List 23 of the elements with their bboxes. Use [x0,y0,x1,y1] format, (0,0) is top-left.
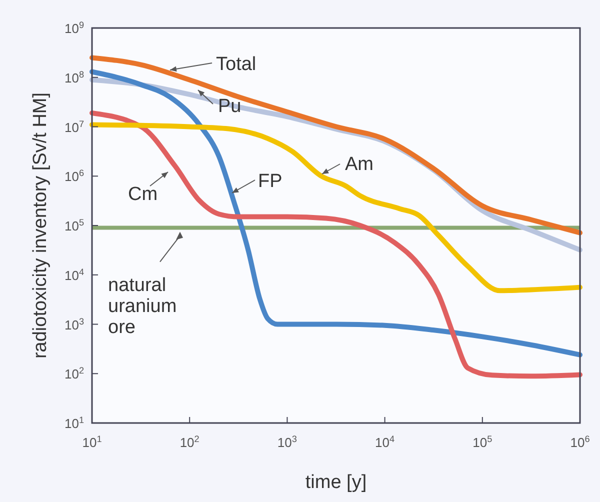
x-tick-label: 10$^{4}$ [375,434,395,450]
y-tick-label: 10$^{7}$ [64,118,84,135]
x-tick-label: 10$^{2}$ [180,434,200,450]
x-tick-label: 10$^{6}$ [570,434,590,450]
y-tick-label: 10$^{2}$ [64,366,84,382]
y-axis-title: radiotoxicity inventory [Sv/t HM] [30,92,51,359]
series-label: Am [345,154,374,175]
series-label: Pu [218,96,242,117]
ref-line-label: natural uranium ore [108,274,177,338]
x-tick-label: 10$^{1}$ [82,434,102,450]
x-tick-label: 10$^{3}$ [277,434,297,450]
y-tick-label: 10$^{8}$ [64,69,84,86]
y-tick-label: 10$^{3}$ [64,316,84,332]
y-tick-label: 10$^{4}$ [64,266,84,283]
x-axis-title: time [y] [305,472,367,493]
y-tick-label: 10$^{1}$ [64,415,84,431]
series-label: FP [258,171,282,192]
y-tick-label: 10$^{9}$ [64,20,84,36]
y-tick-label: 10$^{6}$ [64,168,84,184]
series-label: Total [216,54,256,75]
y-tick-label: 10$^{5}$ [64,218,84,234]
series-label: Cm [128,184,158,205]
x-tick-label: 10$^{5}$ [472,434,492,450]
